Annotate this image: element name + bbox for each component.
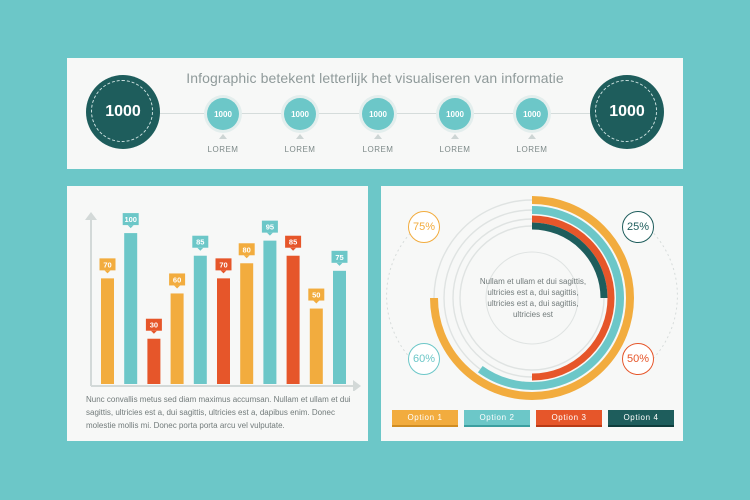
radial-chart	[386, 196, 678, 400]
bar-label-bg	[169, 273, 186, 286]
timeline-label: LOREM	[207, 145, 239, 154]
pointer-triangle	[219, 134, 227, 139]
bar	[286, 255, 300, 384]
bar	[333, 270, 346, 384]
percent-badge: 50%	[622, 343, 654, 375]
bar-label-bg	[215, 258, 232, 271]
timeline-panel: Infographic betekent letterlijk het visu…	[67, 58, 683, 169]
bar-label-pointer	[290, 247, 297, 251]
dotted-guide-left	[386, 222, 422, 365]
bar-label-bg	[145, 318, 162, 331]
arc-option-2	[477, 206, 624, 390]
bar-label-pointer	[104, 270, 111, 274]
timeline-node: 1000	[284, 98, 316, 130]
bar-label-bg	[238, 243, 255, 256]
bar-label-bg	[192, 235, 209, 248]
bar	[263, 240, 277, 384]
timeline-node-value: 1000	[446, 109, 464, 119]
big-circle-left: 1000	[86, 75, 160, 149]
bar-value-label: 70	[219, 260, 227, 269]
percent-badge: 25%	[622, 211, 654, 243]
bar-label-bg	[122, 213, 139, 226]
bar-label-pointer	[336, 262, 343, 266]
bar-label-bg	[99, 258, 116, 271]
bar-label-bg	[285, 235, 302, 248]
bar-label-pointer	[220, 270, 227, 274]
bar-chart-panel: 70 100 30 60 85 70 80 95 85 50 75 Nunc convallis m…	[67, 186, 368, 441]
bar-value-label: 100	[124, 215, 137, 224]
legend-option-4: Option 4	[608, 410, 674, 427]
legend-option-2: Option 2	[464, 410, 530, 427]
timeline-label: LOREM	[516, 145, 548, 154]
pointer-triangle	[451, 134, 459, 139]
percent-badge: 75%	[408, 211, 440, 243]
dotted-guide-right	[642, 222, 678, 365]
big-circle-right-value: 1000	[609, 103, 645, 120]
legend-option-1: Option 1	[392, 410, 458, 427]
bar-label-bg	[331, 250, 348, 263]
bar	[124, 233, 138, 384]
pointer-triangle	[296, 134, 304, 139]
radial-center-text: Nullam et ullam et dui sagittis, ultrici…	[479, 277, 587, 319]
bar-label-pointer	[197, 247, 204, 251]
percent-badge: 60%	[408, 343, 440, 375]
timeline-label: LOREM	[362, 145, 394, 154]
arc-option-3	[531, 215, 615, 381]
page-title: Infographic betekent letterlijk het visu…	[186, 70, 564, 86]
pointer-triangle	[374, 134, 382, 139]
bar-value-label: 75	[335, 253, 343, 262]
inner-ring	[485, 251, 579, 345]
arc-option-4	[531, 222, 608, 299]
timeline-node: 1000	[439, 98, 471, 130]
big-circle-right: 1000	[590, 75, 664, 149]
timeline-node-value: 1000	[523, 109, 541, 119]
bar-label-pointer	[313, 300, 320, 304]
timeline-node: 1000	[362, 98, 394, 130]
arc-option-1	[430, 196, 634, 400]
bar	[101, 278, 114, 384]
bar-description: Nunc convallis metus sed diam maximus ac…	[86, 395, 351, 430]
bar	[170, 293, 184, 384]
bar-value-label: 50	[312, 291, 320, 300]
timeline-node-value: 1000	[291, 109, 309, 119]
timeline-node: 1000	[516, 98, 548, 130]
pointer-triangle	[528, 134, 536, 139]
bar-label-pointer	[150, 330, 157, 334]
bar	[147, 338, 161, 384]
bar	[240, 263, 254, 384]
bar-chart: 70 100 30 60 85 70 80 95 85 50 75	[85, 212, 361, 391]
timeline-label: LOREM	[439, 145, 471, 154]
x-axis-arrow-icon	[353, 380, 361, 391]
y-axis-arrow-icon	[85, 212, 97, 220]
timeline-node-value: 1000	[214, 109, 232, 119]
bar	[217, 278, 230, 384]
bar-label-pointer	[174, 285, 181, 289]
bar-value-label: 60	[173, 275, 181, 284]
radial-chart-panel: Nullam et ullam et dui sagittis, ultrici…	[381, 186, 683, 441]
big-circle-left-value: 1000	[105, 103, 141, 120]
bar-label-bg	[261, 220, 278, 233]
bar-value-label: 70	[103, 260, 111, 269]
bar	[193, 255, 207, 384]
bar-label-pointer	[266, 232, 273, 236]
bar-value-label: 95	[266, 223, 274, 232]
bar-value-label: 85	[289, 238, 297, 247]
bar-label-pointer	[243, 255, 250, 259]
timeline-label: LOREM	[284, 145, 316, 154]
bar-label-pointer	[127, 225, 134, 229]
bar	[309, 308, 323, 384]
bar-label-bg	[308, 288, 325, 301]
bar-value-label: 85	[196, 238, 204, 247]
legend-option-3: Option 3	[536, 410, 602, 427]
bar-value-label: 30	[150, 321, 158, 330]
timeline-node: 1000	[207, 98, 239, 130]
bar-series: 70 100 30 60 85 70 80 95 85 50 75	[99, 213, 348, 384]
timeline-node-value: 1000	[369, 109, 387, 119]
bar-value-label: 80	[243, 245, 251, 254]
